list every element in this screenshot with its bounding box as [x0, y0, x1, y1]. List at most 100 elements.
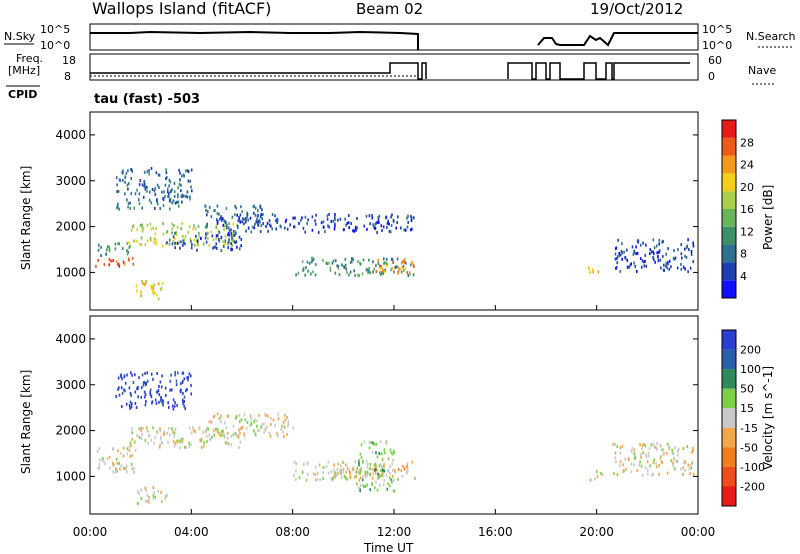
power-cell: [232, 234, 234, 238]
power-cell: [247, 218, 249, 222]
velocity-cell: [160, 399, 162, 403]
velocity-cell: [151, 401, 153, 405]
velocity-data-marks: [96, 371, 695, 505]
power-cell: [394, 265, 396, 269]
velocity-cell: [655, 446, 657, 450]
power-cell: [178, 204, 180, 208]
velocity-cell: [594, 477, 596, 481]
x-tick-label: 00:00: [681, 525, 716, 539]
power-cell: [656, 251, 658, 255]
power-cell: [127, 205, 129, 209]
power-cell: [124, 180, 126, 184]
power-cell: [396, 265, 398, 269]
power-cell: [139, 179, 142, 182]
power-cell: [334, 216, 336, 220]
velocity-cell: [131, 373, 133, 377]
velocity-cell: [112, 447, 114, 450]
velocity-cell: [206, 440, 208, 444]
power-cell: [343, 228, 345, 231]
velocity-cell: [166, 493, 168, 497]
colorbar-frame: [721, 119, 737, 299]
power-cell: [267, 229, 269, 233]
velocity-cell: [254, 418, 256, 422]
velocity-cell: [351, 466, 354, 470]
power-cell: [150, 287, 153, 291]
power-cell: [376, 220, 378, 224]
power-cell: [401, 265, 403, 269]
power-cell: [232, 222, 235, 226]
power-cell: [153, 283, 155, 287]
velocity-cell: [293, 473, 295, 477]
power-cell: [131, 256, 134, 260]
power-cell: [339, 217, 342, 221]
power-cell: [177, 192, 179, 196]
velocity-cell: [361, 478, 364, 482]
power-cell: [361, 272, 364, 276]
velocity-cell: [158, 393, 161, 397]
power-cell: [644, 253, 647, 257]
power-cell: [173, 181, 176, 185]
power-cell: [385, 264, 388, 268]
power-cell: [216, 218, 218, 222]
power-cell: [179, 246, 181, 250]
velocity-cell: [601, 473, 604, 477]
power-cell: [390, 257, 393, 261]
velocity-cell: [136, 434, 138, 438]
power-cell: [405, 228, 407, 232]
power-cell: [169, 197, 172, 201]
velocity-cell: [116, 461, 119, 465]
power-cell: [169, 199, 171, 203]
power-cell: [115, 176, 118, 180]
velocity-cell: [172, 440, 175, 444]
power-cell: [127, 201, 130, 205]
velocity-cell: [203, 441, 205, 445]
velocity-cell: [688, 467, 691, 471]
power-cell: [302, 226, 305, 230]
velocity-cell: [357, 486, 360, 490]
power-cell: [165, 168, 167, 172]
power-cell: [182, 239, 184, 243]
velocity-cell: [146, 493, 149, 497]
velocity-cell: [126, 373, 128, 377]
power-cell: [143, 182, 146, 186]
velocity-cell: [238, 428, 240, 432]
velocity-cell: [390, 478, 393, 482]
power-cell: [657, 255, 659, 259]
power-cell: [670, 265, 672, 269]
power-cell: [351, 257, 353, 261]
power-cell: [238, 218, 241, 222]
velocity-cell: [121, 391, 124, 395]
velocity-cell: [141, 373, 144, 377]
velocity-cell: [622, 463, 624, 467]
velocity-cell: [392, 489, 395, 493]
velocity-cell: [256, 419, 258, 423]
power-cell: [294, 216, 296, 220]
power-cell: [138, 183, 141, 187]
velocity-cell: [230, 434, 233, 438]
power-cell: [286, 227, 289, 231]
velocity-cell: [334, 475, 337, 479]
velocity-cell: [611, 442, 614, 446]
power-cell: [304, 230, 306, 234]
power-cell: [359, 262, 362, 266]
velocity-cell: [155, 401, 158, 405]
velocity-cell: [150, 372, 153, 376]
velocity-cell: [179, 388, 182, 392]
velocity-cell: [181, 371, 184, 375]
velocity-cell: [677, 453, 679, 457]
power-cell: [220, 235, 223, 239]
velocity-cell: [134, 390, 137, 394]
power-cell: [108, 245, 111, 249]
velocity-cell: [388, 484, 391, 488]
velocity-cell: [124, 389, 126, 393]
power-cell: [205, 240, 208, 244]
velocity-cell: [652, 461, 655, 465]
power-cell: [207, 209, 209, 213]
velocity-cell: [359, 489, 361, 493]
power-cell: [181, 235, 184, 238]
power-cell: [114, 242, 117, 246]
velocity-cell: [281, 424, 283, 428]
velocity-cell: [164, 386, 167, 390]
velocity-cell: [390, 451, 393, 455]
power-cell: [614, 252, 617, 256]
